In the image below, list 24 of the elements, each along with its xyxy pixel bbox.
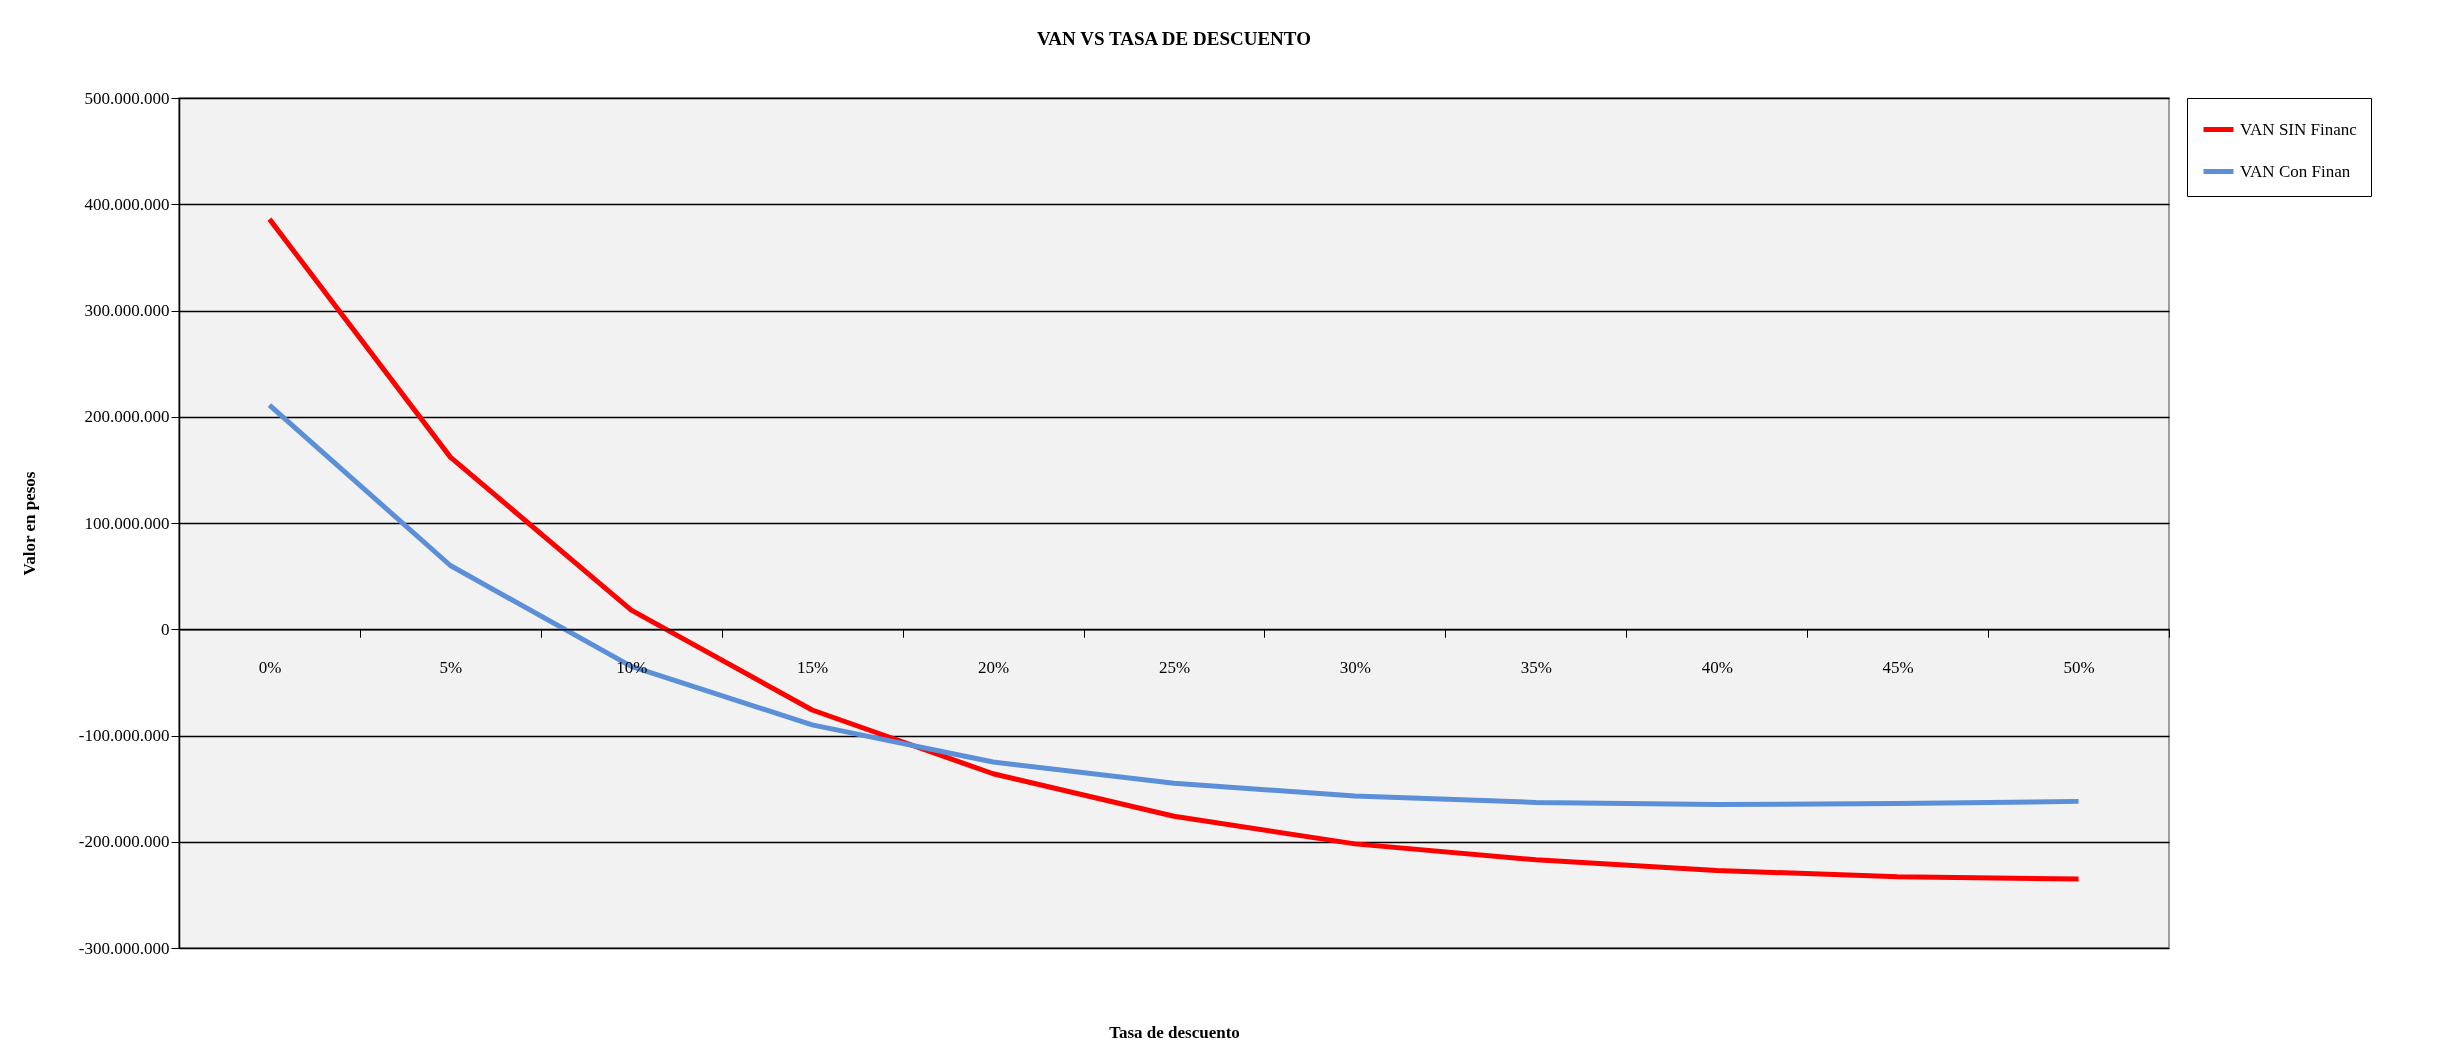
y-tick-label: -100.000.000 [78,726,170,745]
x-axis-title: Tasa de descuento [1109,1022,1240,1041]
x-tick-label: 25% [1158,657,1191,677]
y-tick-label: 100.000.000 [84,513,170,533]
y-axis-title: Valor en pesos [19,471,39,576]
y-tick-label: -300.000.000 [78,938,170,958]
y-tick-label: 0 [161,619,170,639]
legend-label: VAN SIN Financ [2240,119,2358,139]
x-tick-label: 30% [1339,657,1371,677]
x-tick-label: 35% [1520,657,1552,677]
legend-label: VAN Con Finan [2240,161,2351,181]
y-tick-label: 500.000.000 [84,88,170,108]
y-tick-label: 400.000.000 [84,194,170,214]
y-tick-label: 300.000.000 [84,301,170,320]
x-tick-label: 15% [797,657,829,677]
x-tick-label: 5% [439,657,463,677]
chart-title: VAN VS TASA DE DESCUENTO [1037,28,1311,49]
x-tick-label: 50% [2063,657,2095,677]
x-tick-label: 0% [258,657,282,677]
x-tick-label: 45% [1882,657,1914,677]
x-tick-label: 40% [1701,657,1733,677]
x-tick-label: 20% [978,657,1010,677]
y-tick-label: -200.000.000 [78,832,170,852]
y-tick-label: 200.000.000 [84,407,170,427]
